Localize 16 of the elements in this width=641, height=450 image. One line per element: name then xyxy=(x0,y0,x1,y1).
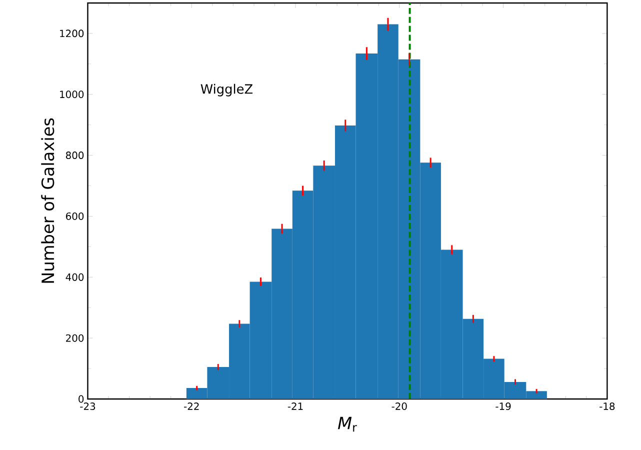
x-tick-label: -18 xyxy=(600,402,615,410)
y-tick-label: 600 xyxy=(66,212,84,220)
x-tick-label: -19 xyxy=(496,402,511,410)
x-tick-label: -21 xyxy=(288,402,303,410)
y-tick-label: 1000 xyxy=(60,90,84,98)
annotation: WiggleZ xyxy=(200,84,253,96)
x-tick-label: -22 xyxy=(184,402,199,410)
y-tick-label: 0 xyxy=(78,395,84,403)
x-tick-label: -20 xyxy=(392,402,407,410)
x-axis-title: M$_{r}$ xyxy=(338,416,357,432)
x-tick-label: -23 xyxy=(80,402,96,410)
y-tick-label: 200 xyxy=(66,334,84,342)
y-tick-label: 400 xyxy=(66,274,84,282)
y-tick-label: 800 xyxy=(66,152,84,160)
y-tick-label: 1200 xyxy=(60,30,84,38)
y-axis-title: Number of Galaxies xyxy=(41,118,54,283)
